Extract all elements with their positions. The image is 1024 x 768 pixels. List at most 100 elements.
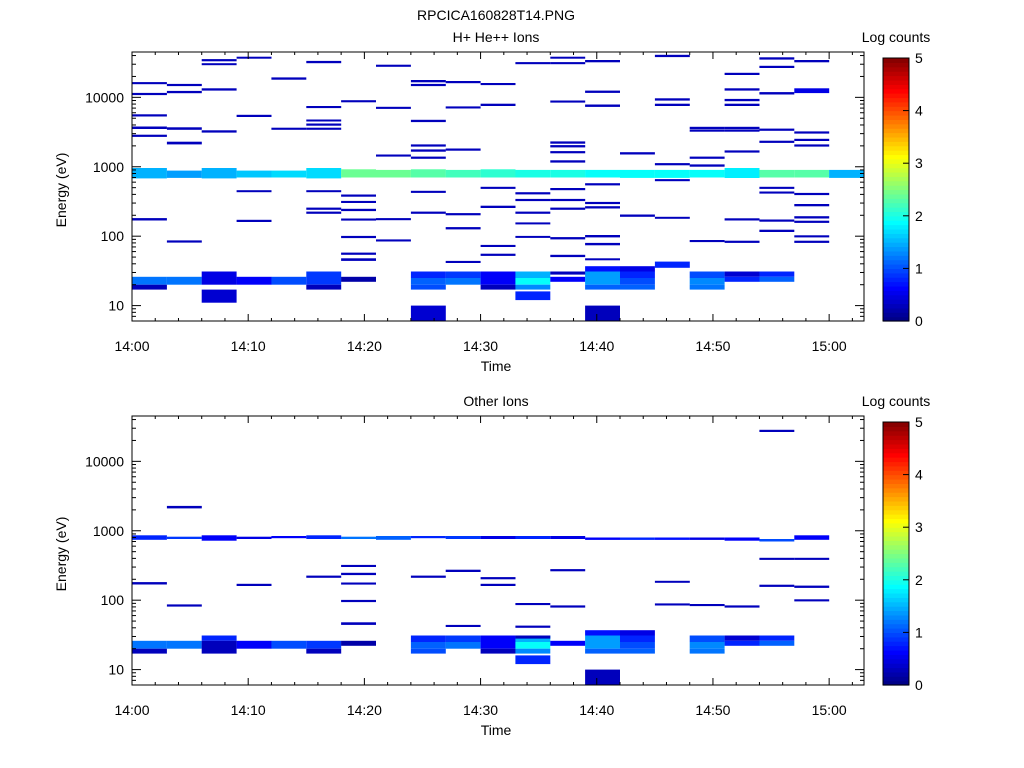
colorbar-segment: [883, 154, 909, 160]
heatmap-cell: [724, 126, 760, 129]
colorbar-segment: [883, 601, 909, 607]
colorbar-tick-label: 2: [915, 572, 923, 588]
heatmap-cell: [759, 276, 795, 282]
colorbar-segment: [883, 224, 909, 230]
heatmap-cell: [410, 149, 446, 152]
heatmap-cell: [724, 72, 760, 75]
heatmap-cell: [410, 80, 446, 83]
heatmap-cell: [794, 131, 830, 134]
heatmap-cell: [166, 127, 202, 130]
heatmap-cell: [794, 235, 830, 238]
x-tick-label: 14:20: [347, 338, 382, 354]
colorbar-segment: [883, 176, 909, 182]
colorbar-segment: [883, 136, 909, 142]
heatmap-cell: [445, 642, 481, 649]
heatmap-cell: [480, 271, 516, 285]
heatmap-cell: [410, 169, 446, 178]
colorbar-segment: [883, 110, 909, 116]
heatmap-cell: [480, 205, 516, 208]
colorbar-segment: [883, 264, 909, 269]
heatmap-cell: [201, 88, 237, 91]
heatmap-cell: [306, 106, 342, 109]
heatmap-cell: [794, 88, 830, 94]
heatmap-cell: [794, 144, 830, 147]
colorbar-segment: [883, 584, 909, 590]
colorbar-segment: [883, 527, 909, 533]
heatmap-cell: [550, 62, 586, 65]
panel-title: H+ He++ Ions: [453, 29, 540, 45]
colorbar-segment: [883, 171, 909, 177]
heatmap-cells: [132, 429, 830, 685]
heatmap-cell: [445, 536, 481, 539]
heatmap-cell: [341, 582, 376, 585]
heatmap-cell: [201, 168, 237, 179]
colorbar-segment: [883, 272, 909, 278]
heatmap-cell: [515, 655, 551, 665]
heatmap-cell: [236, 114, 272, 117]
colorbar-segment: [883, 294, 909, 300]
heatmap-cell: [306, 535, 342, 539]
heatmap-cell: [410, 278, 446, 285]
heatmap-cell: [132, 284, 167, 290]
heatmap-cell: [654, 169, 690, 178]
heatmap-cell: [236, 56, 272, 59]
colorbar-segment: [883, 303, 909, 309]
heatmap-cell: [620, 214, 655, 217]
colorbar-segment: [883, 571, 909, 577]
heatmap-cell: [759, 640, 795, 646]
colorbar-segment: [883, 531, 909, 537]
colorbar-segment: [883, 628, 909, 633]
heatmap-cell: [515, 169, 551, 178]
colorbar-frame: [882, 421, 910, 686]
heatmap-cell: [445, 81, 481, 84]
heatmap-cell: [480, 103, 516, 106]
heatmap-cell: [689, 156, 725, 159]
heatmap-cell: [480, 577, 516, 580]
colorbar-segment: [883, 535, 909, 541]
heatmap-cell: [445, 271, 481, 278]
heatmap-cell: [201, 63, 237, 66]
heatmap-cell: [480, 83, 516, 86]
heatmap-cell: [445, 106, 481, 109]
colorbar-segment: [883, 544, 909, 550]
colorbar-segment: [883, 676, 909, 682]
heatmap-cell: [515, 235, 551, 238]
heatmap-cell: [585, 258, 620, 261]
heatmap-cell: [724, 98, 760, 102]
heatmap-cell: [689, 284, 725, 290]
heatmap-cell: [410, 211, 446, 214]
colorbar-segment: [883, 518, 909, 524]
heatmap-cell: [132, 82, 167, 85]
heatmap-cell: [550, 188, 586, 191]
heatmap-cell: [166, 640, 202, 649]
heatmap-cell: [585, 648, 620, 654]
colorbar-segment: [883, 316, 909, 322]
x-tick-label: 14:00: [114, 702, 149, 718]
heatmap-cell: [201, 635, 237, 641]
heatmap-cell: [829, 169, 864, 178]
colorbar-segment: [883, 636, 909, 642]
heatmap-cell: [132, 640, 167, 649]
colorbar-segment: [883, 632, 909, 638]
colorbar-segment: [883, 123, 909, 129]
y-axis-label: Energy (eV): [53, 517, 69, 592]
colorbar-segment: [883, 145, 909, 151]
heatmap-cell: [585, 284, 620, 290]
colorbar: 0 1 2 3 4 5: [882, 50, 923, 329]
heatmap-cell: [236, 170, 272, 178]
colorbar-tick-label: 4: [915, 103, 923, 119]
y-tick-label: 100: [101, 592, 125, 608]
colorbar-segment: [883, 470, 909, 476]
heatmap-cell: [271, 127, 307, 130]
y-tick-label: 1000: [93, 159, 124, 175]
colorbar-segment: [883, 246, 909, 252]
heatmap-cell: [689, 537, 725, 540]
heatmap-cell: [515, 635, 551, 642]
heatmap-cell: [515, 291, 551, 301]
x-tick-label: 14:10: [231, 338, 266, 354]
colorbar-segment: [883, 448, 909, 454]
heatmap-cell: [410, 536, 446, 539]
colorbar-tick-label: 3: [915, 519, 923, 535]
colorbar-segment: [883, 496, 909, 502]
colorbar-segment: [883, 663, 909, 669]
